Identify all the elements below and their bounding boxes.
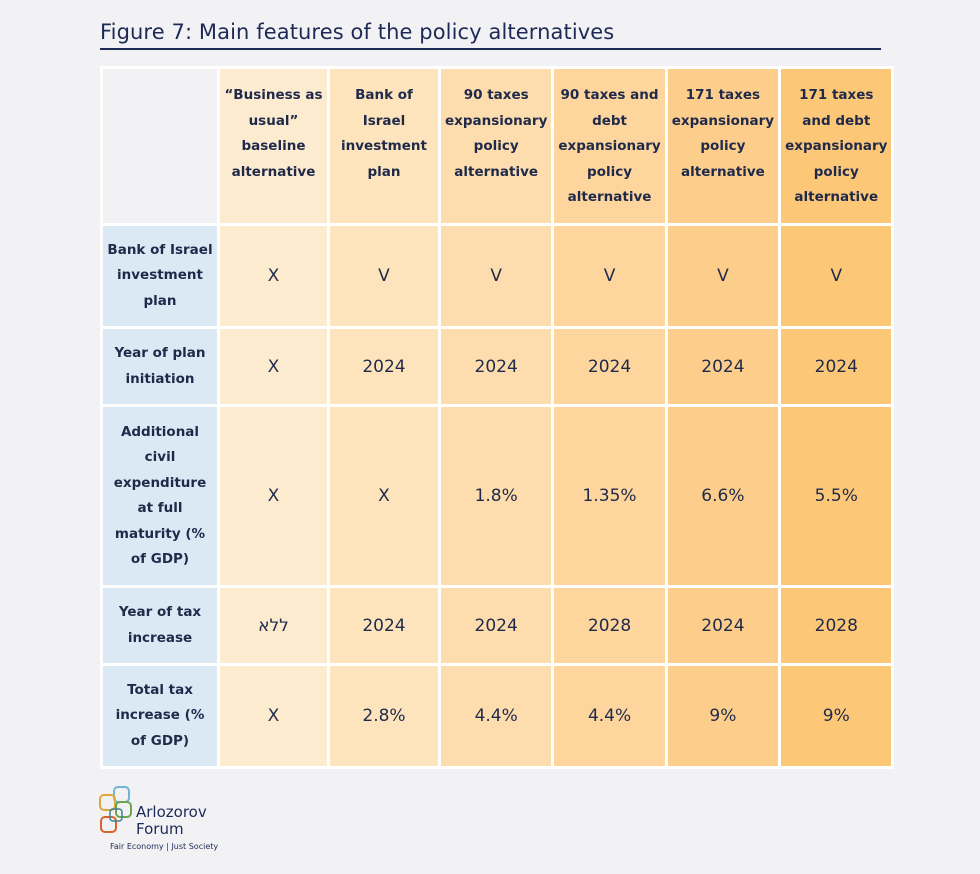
table-row: Total tax increase (% of GDP) X 2.8% 4.4… <box>100 663 895 769</box>
table-cell: V <box>551 223 668 329</box>
table-cell: X <box>327 404 441 588</box>
column-header: “Business as usual” baseline alternative <box>217 66 330 226</box>
table-row: Bank of Israel investment plan X V V V V… <box>100 223 895 329</box>
column-header: 90 taxes and debt expansionary policy al… <box>551 66 668 226</box>
table-cell: V <box>437 223 555 329</box>
table-cell: V <box>327 223 441 329</box>
table-cell: X <box>217 404 330 588</box>
alternatives-table: “Business as usual” baseline alternative… <box>100 66 895 769</box>
title-underline <box>100 48 881 50</box>
column-header: 171 taxes expansionary policy alternativ… <box>664 66 782 226</box>
column-header: Bank of Israel investment plan <box>327 66 441 226</box>
table-cell: 4.4% <box>551 663 668 769</box>
table-cell: X <box>217 223 330 329</box>
logo-name: Arlozorov Forum <box>136 803 207 838</box>
table-cell: 2024 <box>778 326 895 407</box>
table-cell: X <box>217 326 330 407</box>
row-header: Additional civil expenditure at full mat… <box>100 404 220 588</box>
figure-title: Figure 7: Main features of the policy al… <box>100 20 615 44</box>
table-row: Year of plan initiation X 2024 2024 2024… <box>100 326 895 407</box>
table-cell: 2028 <box>778 585 895 666</box>
table-cell: 5.5% <box>778 404 895 588</box>
table-cell: 4.4% <box>437 663 555 769</box>
table-cell: 6.6% <box>664 404 782 588</box>
table-cell: 2024 <box>664 585 782 666</box>
table-cell: 2024 <box>664 326 782 407</box>
table-cell: 2.8% <box>327 663 441 769</box>
logo-tagline: Fair Economy | Just Society <box>110 842 219 851</box>
row-header: Bank of Israel investment plan <box>100 223 220 329</box>
table-cell: 2024 <box>437 585 555 666</box>
table-cell: 9% <box>664 663 782 769</box>
table-cell: X <box>217 663 330 769</box>
column-header: 171 taxes and debt expansionary policy a… <box>778 66 895 226</box>
table-header-row: “Business as usual” baseline alternative… <box>100 66 895 226</box>
row-header: Total tax increase (% of GDP) <box>100 663 220 769</box>
column-header: 90 taxes expansionary policy alternative <box>437 66 555 226</box>
table-cell: V <box>664 223 782 329</box>
table-row: Year of tax increase ללא 2024 2024 2028 … <box>100 585 895 666</box>
table-cell: 2028 <box>551 585 668 666</box>
arlozorov-logo-icon <box>99 786 132 833</box>
row-header: Year of tax increase <box>100 585 220 666</box>
table-row: Additional civil expenditure at full mat… <box>100 404 895 588</box>
table-cell: 1.35% <box>551 404 668 588</box>
table-cell: 1.8% <box>437 404 555 588</box>
table-cell: 2024 <box>551 326 668 407</box>
table-corner <box>100 66 220 226</box>
table-cell: 2024 <box>437 326 555 407</box>
row-header: Year of plan initiation <box>100 326 220 407</box>
table-cell: V <box>778 223 895 329</box>
table-cell: 2024 <box>327 326 441 407</box>
table-cell: ללא <box>217 585 330 666</box>
table-cell: 9% <box>778 663 895 769</box>
table-cell: 2024 <box>327 585 441 666</box>
